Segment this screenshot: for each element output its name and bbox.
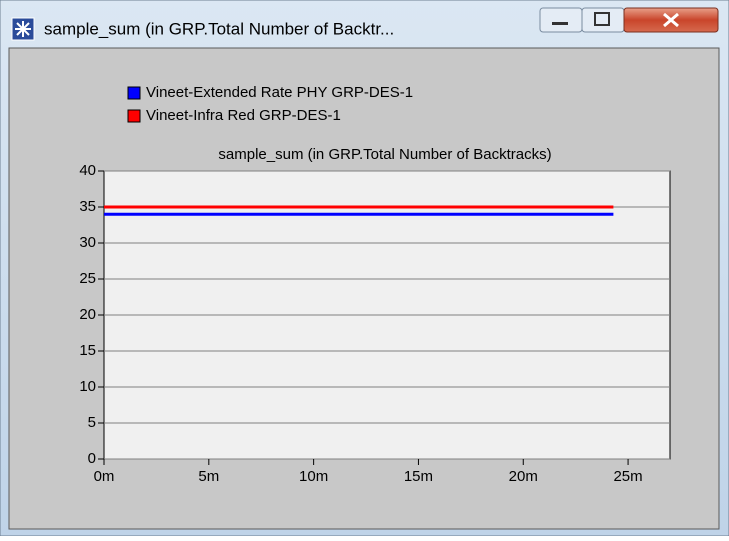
- minimize-button[interactable]: [540, 8, 582, 32]
- y-tick-label: 30: [79, 234, 96, 251]
- legend-label: Vineet-Infra Red GRP-DES-1: [146, 107, 341, 124]
- y-tick-label: 40: [79, 162, 96, 179]
- y-tick-label: 35: [79, 198, 96, 215]
- y-tick-label: 20: [79, 306, 96, 323]
- icon-star: [15, 21, 31, 37]
- x-tick-label: 5m: [198, 468, 219, 485]
- window-title: sample_sum (in GRP.Total Number of Backt…: [44, 19, 394, 38]
- y-tick-label: 0: [88, 450, 96, 467]
- x-tick-label: 20m: [509, 468, 538, 485]
- x-tick-label: 25m: [613, 468, 642, 485]
- window: sample_sum (in GRP.Total Number of Backt…: [0, 0, 729, 536]
- legend-swatch: [128, 87, 140, 99]
- y-tick-label: 5: [88, 414, 96, 431]
- legend-swatch: [128, 110, 140, 122]
- legend-label: Vineet-Extended Rate PHY GRP-DES-1: [146, 84, 413, 101]
- x-tick-label: 15m: [404, 468, 433, 485]
- minimize-glyph: [552, 22, 568, 25]
- y-tick-label: 15: [79, 342, 96, 359]
- y-tick-label: 25: [79, 270, 96, 287]
- maximize-button[interactable]: [582, 8, 624, 32]
- x-tick-label: 10m: [299, 468, 328, 485]
- page: sample_sum (in GRP.Total Number of Backt…: [0, 0, 729, 541]
- x-tick-label: 0m: [94, 468, 115, 485]
- y-tick-label: 10: [79, 378, 96, 395]
- chart-title: sample_sum (in GRP.Total Number of Backt…: [218, 146, 551, 163]
